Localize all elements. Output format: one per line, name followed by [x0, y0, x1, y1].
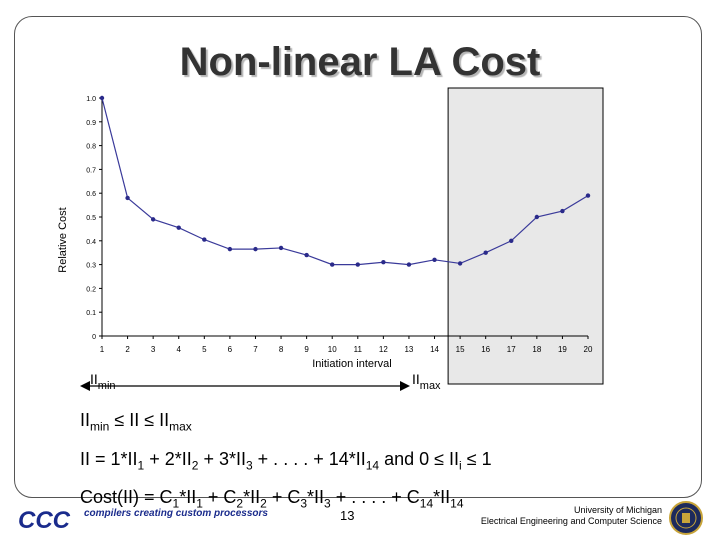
x-tick-label: 5: [202, 345, 207, 354]
x-tick-label: 4: [177, 345, 182, 354]
y-tick-label: 0.2: [86, 286, 96, 293]
data-point: [483, 250, 488, 255]
y-tick-label: 0.3: [86, 263, 96, 270]
data-point: [176, 225, 181, 230]
x-tick-label: 16: [481, 345, 490, 354]
x-tick-label: 12: [379, 345, 388, 354]
x-tick-label: 15: [456, 345, 465, 354]
formula-ii-sum: II = 1*II1 + 2*II2 + 3*II3 + . . . . + 1…: [80, 448, 492, 473]
x-tick-label: 7: [253, 345, 258, 354]
slide-frame: [14, 16, 702, 498]
x-tick-label: 3: [151, 345, 156, 354]
x-tick-label: 1: [100, 345, 105, 354]
formula-block: IImin ≤ II ≤ IImax II = 1*II1 + 2*II2 + …: [80, 404, 492, 520]
y-tick-label: 0.4: [86, 239, 96, 246]
data-point: [355, 262, 360, 267]
x-tick-label: 18: [532, 345, 541, 354]
y-tick-label: 0.5: [86, 215, 96, 222]
data-point: [585, 193, 591, 198]
x-axis-label: Initiation interval: [312, 358, 392, 370]
ccc-logo: CCC: [18, 507, 71, 532]
x-tick-label: 9: [304, 345, 309, 354]
data-point: [560, 208, 565, 214]
x-tick-label: 10: [328, 345, 337, 354]
range-arrow: [80, 381, 410, 391]
y-tick-label: 1.0: [86, 96, 96, 103]
data-point: [534, 214, 540, 220]
data-point: [406, 262, 412, 267]
footer-logo-text: compilers creating custom processors: [84, 508, 268, 519]
university-credit: University of Michigan Electrical Engine…: [480, 505, 662, 526]
formula-range: IImin ≤ II ≤ IImax: [80, 410, 192, 434]
y-tick-label: 0.6: [86, 191, 96, 198]
y-tick-label: 0.9: [86, 120, 96, 127]
y-tick-label: 0.1: [86, 310, 96, 317]
data-point: [381, 260, 386, 265]
highlight-region: [447, 87, 604, 385]
x-tick-label: 19: [558, 345, 567, 354]
data-point: [432, 257, 437, 263]
data-point: [227, 246, 233, 252]
x-tick-label: 20: [584, 345, 593, 354]
page-number: 13: [340, 508, 355, 523]
x-tick-label: 2: [125, 345, 130, 354]
data-point: [99, 95, 105, 101]
series-line: [101, 97, 589, 266]
slide-title: Non-linear LA Cost: [179, 40, 541, 84]
data-point: [150, 217, 156, 222]
formula-cost: Cost(II) = C1*II1 + C2*II2 + C3*II3 + . …: [80, 487, 464, 511]
x-tick-label: 13: [404, 345, 413, 354]
data-point: [278, 245, 284, 251]
data-point: [253, 246, 258, 252]
y-tick-label: 0.8: [86, 144, 96, 151]
data-point: [509, 238, 514, 243]
y-tick-label: 0: [92, 334, 96, 341]
data-point: [202, 237, 207, 242]
x-tick-label: 17: [507, 345, 516, 354]
y-axis-label: Relative Cost: [57, 207, 69, 272]
data-point: [125, 195, 130, 201]
y-tick-label: 0.7: [86, 167, 96, 174]
x-tick-label: 11: [354, 345, 363, 354]
data-point: [330, 262, 335, 267]
svg-text:CCC: CCC: [18, 507, 71, 532]
university-seal-icon: [669, 501, 703, 535]
x-tick-label: 6: [228, 345, 233, 354]
ii-max-label: IImax: [412, 371, 441, 392]
data-point: [304, 252, 309, 258]
data-point: [457, 261, 463, 266]
ii-min-label: IImin: [90, 371, 116, 392]
x-tick-label: 14: [430, 345, 439, 354]
x-tick-label: 8: [279, 345, 284, 354]
